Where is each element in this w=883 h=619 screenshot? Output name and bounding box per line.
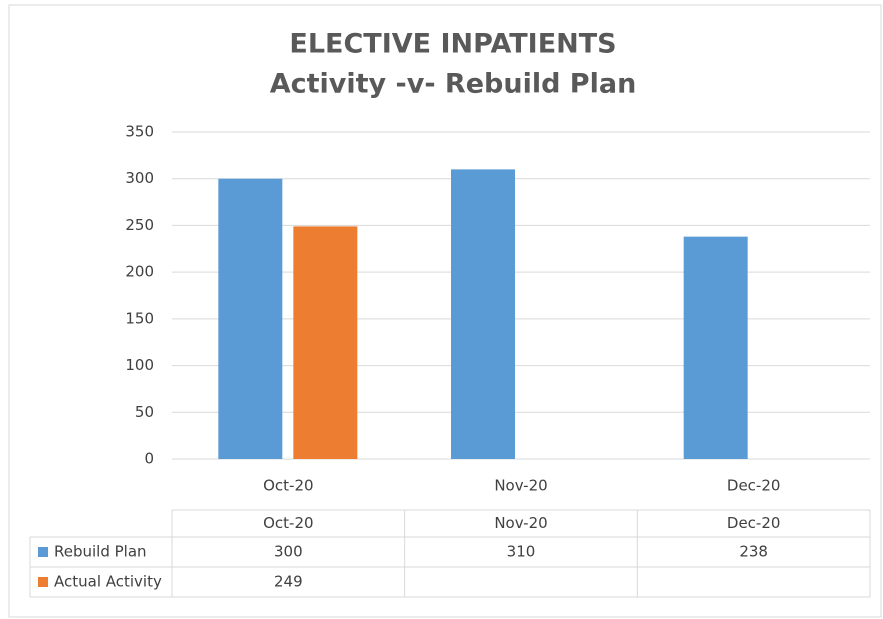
bar <box>293 226 358 459</box>
legend-label: Rebuild Plan <box>54 543 147 561</box>
bar <box>218 178 283 459</box>
bar <box>683 236 748 459</box>
y-tick-label: 0 <box>144 450 154 468</box>
table-header: Dec-20 <box>727 514 781 532</box>
legend-swatch <box>38 577 48 587</box>
x-tick-label: Nov-20 <box>494 477 547 495</box>
table-cell: 249 <box>274 573 303 591</box>
y-tick-label: 350 <box>125 123 154 141</box>
y-tick-label: 200 <box>125 263 154 281</box>
legend-swatch <box>38 547 48 557</box>
table-cell: 310 <box>507 543 536 561</box>
chart-subtitle: Activity -v- Rebuild Plan <box>270 69 637 100</box>
x-tick-label: Dec-20 <box>727 477 781 495</box>
y-tick-label: 150 <box>125 309 154 327</box>
table-cell: 300 <box>274 543 303 561</box>
table-cell: 238 <box>739 543 768 561</box>
table-header: Oct-20 <box>263 514 313 532</box>
bar <box>451 169 515 459</box>
chart-title: ELECTIVE INPATIENTS <box>289 29 616 60</box>
y-tick-label: 300 <box>125 169 154 187</box>
y-tick-label: 250 <box>125 216 154 234</box>
y-tick-label: 100 <box>125 356 154 374</box>
table-header: Nov-20 <box>494 514 547 532</box>
legend-label: Actual Activity <box>54 573 162 591</box>
y-tick-label: 50 <box>135 403 154 421</box>
x-tick-label: Oct-20 <box>263 477 313 495</box>
